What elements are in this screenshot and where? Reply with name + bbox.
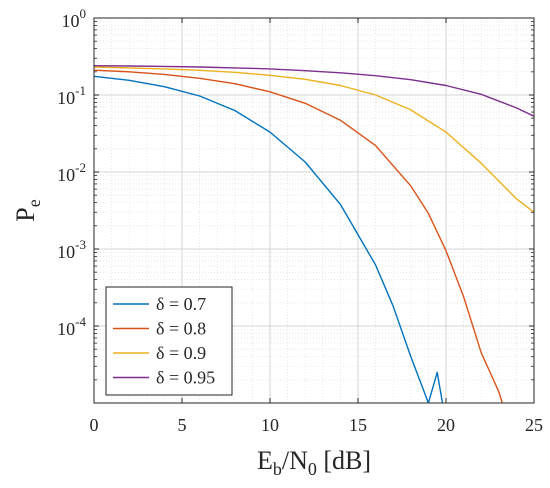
x-tick-label: 25 xyxy=(525,415,543,435)
y-tick-label: 100 xyxy=(62,6,87,31)
plot-frame xyxy=(93,17,535,404)
y-tick-label: 10-4 xyxy=(57,314,86,339)
x-tick-labels: 0 5 10 15 20 25 xyxy=(90,415,544,435)
legend-items: δ = 0.7 δ = 0.8 δ = 0.9 δ = 0.95 xyxy=(113,294,215,388)
x-axis-title-sub1: b xyxy=(273,459,282,479)
legend: δ = 0.7 δ = 0.8 δ = 0.9 δ = 0.95 xyxy=(105,286,233,396)
legend-label-4: δ = 0.95 xyxy=(156,368,215,388)
x-tick-label: 15 xyxy=(349,415,367,435)
x-axis-title: Eb/N0 [dB] xyxy=(257,446,371,479)
series-line-1 xyxy=(94,75,444,403)
x-tick-label: 10 xyxy=(261,415,279,435)
legend-label-2: δ = 0.8 xyxy=(156,319,206,339)
y-tick-labels: 100 10-1 10-2 10-3 10-4 xyxy=(57,6,86,339)
y-axis-title: Pe xyxy=(11,199,44,221)
legend-label-3: δ = 0.9 xyxy=(156,343,206,363)
x-tick-label: 5 xyxy=(178,415,187,435)
series-layer xyxy=(94,65,534,403)
y-axis-title-base: P xyxy=(11,207,40,221)
x-tick-label: 20 xyxy=(437,415,455,435)
y-tick-label: 10-3 xyxy=(57,237,86,262)
series-line-4 xyxy=(94,65,534,117)
y-tick-label: 10-2 xyxy=(57,160,86,185)
y-axis-title-sub: e xyxy=(24,199,44,207)
legend-label-1: δ = 0.7 xyxy=(156,294,206,314)
series-line-3 xyxy=(94,66,534,213)
tick-marks xyxy=(93,17,535,403)
series-line-2 xyxy=(94,69,503,403)
x-axis-title-unit: [dB] xyxy=(317,446,371,475)
x-tick-label: 0 xyxy=(90,415,99,435)
x-axis-title-base: E xyxy=(257,446,273,475)
y-tick-label: 10-1 xyxy=(57,83,86,108)
x-axis-title-mid: /N xyxy=(282,446,308,475)
x-axis-title-sub2: 0 xyxy=(308,459,317,479)
